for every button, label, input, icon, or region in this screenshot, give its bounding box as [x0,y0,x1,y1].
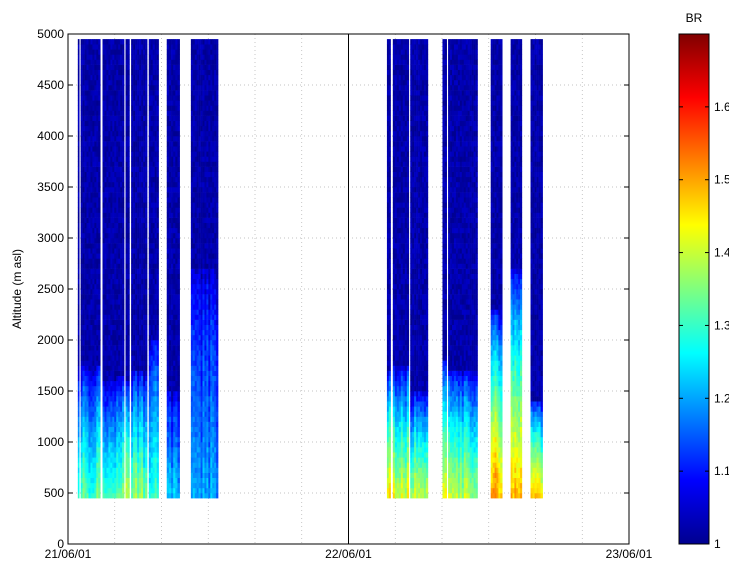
y-tick-label: 4500 [37,78,64,92]
colorbar-tick-label: 1.5 [714,173,729,187]
y-tick-label: 3500 [37,180,64,194]
colorbar-tick-label: 1.6 [714,100,729,114]
segment-1 [77,39,80,499]
x-tick-label: 22/06/01 [325,547,372,561]
y-tick-label: 3000 [37,231,64,245]
segment-8 [190,39,219,499]
segment-16 [530,39,543,499]
x-axis: 21/06/01 22/06/01 23/06/01 [45,539,653,561]
segment-6 [148,39,159,499]
colorbar-tick-label: 1.4 [714,246,729,260]
y-axis-label: Altitude (m asl) [10,249,24,329]
segment-2 [80,39,101,499]
colorbar [678,33,710,545]
x-tick-label: 23/06/01 [606,547,653,561]
y-tick-label: 4000 [37,129,64,143]
segment-10 [392,39,410,499]
y-tick-label: 2500 [37,282,64,296]
colorbar-tick-label: 1.2 [714,391,729,405]
segment-7 [166,39,180,499]
y-tick-label: 5000 [37,27,64,41]
segment-5 [131,39,148,499]
y-tick-label: 2000 [37,333,64,347]
colorbar-tick-label: 1.1 [714,464,729,478]
colorbar-label: BR [686,11,703,25]
segment-4 [125,39,130,499]
segment-9 [386,39,391,499]
segment-12 [442,39,447,499]
segment-13 [448,39,478,499]
y-tick-label: 500 [44,486,64,500]
colorbar-tick-label: 1.3 [714,318,729,332]
segment-15 [510,39,523,499]
segment-3 [102,39,125,499]
backscatter-segments [77,39,543,499]
colorbar-axis: 1 1.1 1.2 1.3 1.4 1.5 1.6 [679,100,729,551]
colorbar-tick-label: 1 [714,537,721,551]
segment-11 [410,39,429,499]
y-tick-label: 1500 [37,384,64,398]
segment-14 [490,39,503,499]
y-axis: 0 500 1000 1500 2000 2500 3000 3500 4000 4500 5000 [37,27,629,551]
y-tick-label: 1000 [37,435,64,449]
y-tick-label: 0 [57,537,64,551]
x-tick-label: 21/06/01 [45,547,92,561]
